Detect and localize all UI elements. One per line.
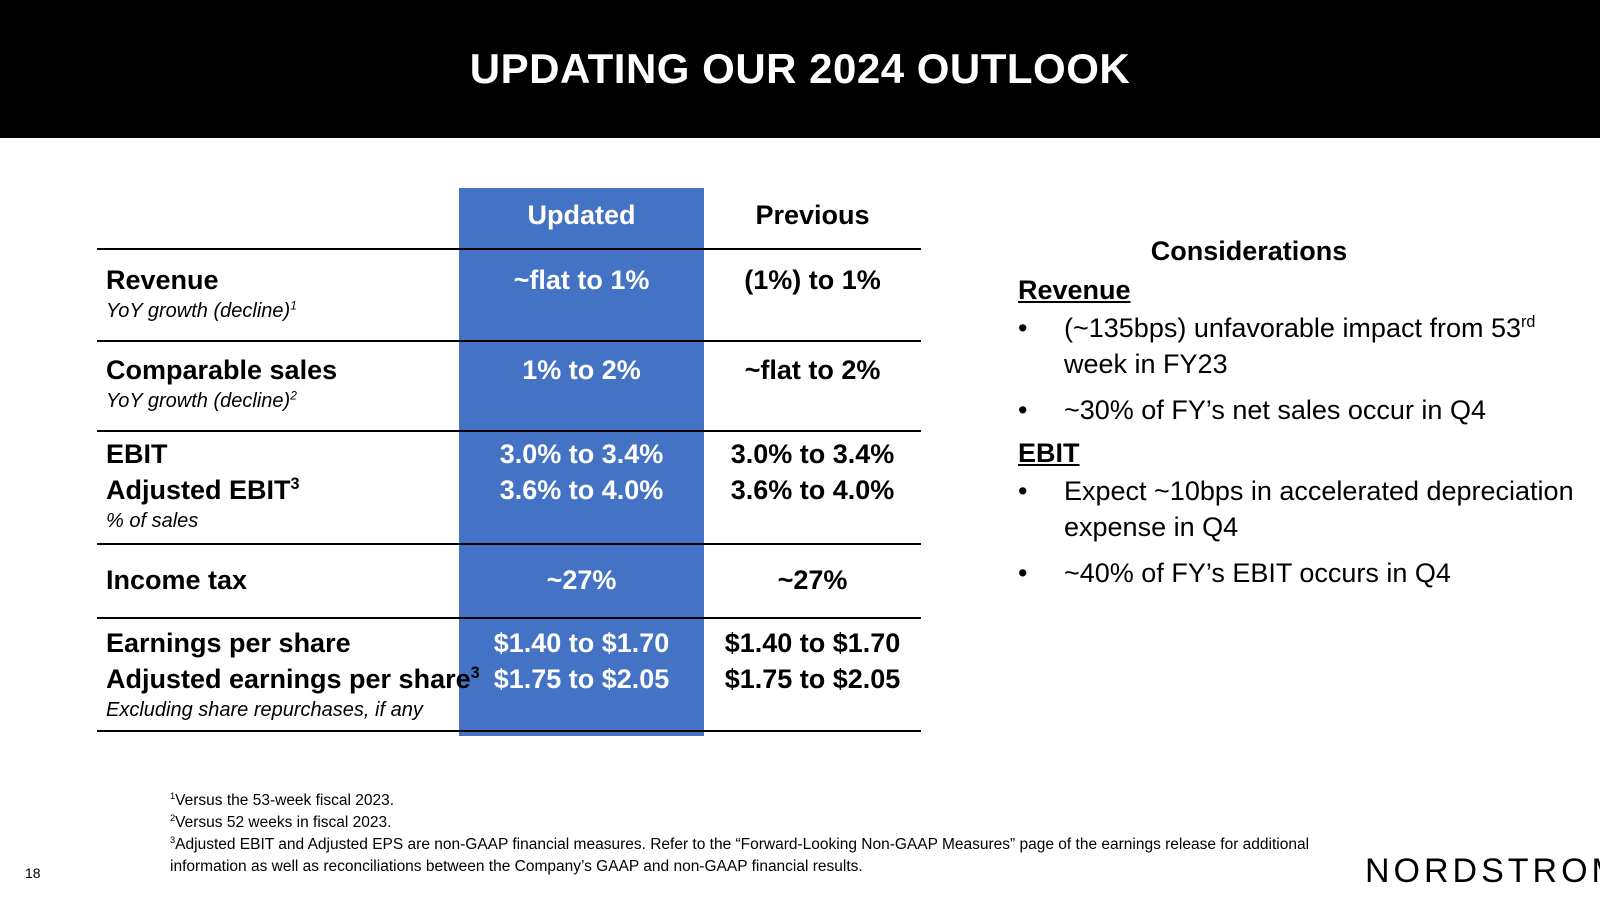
row-title: Revenue	[106, 265, 219, 295]
row-title: Earnings per share	[106, 628, 351, 658]
previous-value: 3.0% to 3.4%	[730, 439, 895, 469]
list-item: • ~40% of FY’s EBIT occurs in Q4	[1018, 555, 1578, 591]
previous-value: ~flat to 2%	[744, 355, 881, 385]
previous-value-2: $1.75 to $2.05	[724, 664, 901, 694]
updated-header: Updated	[527, 200, 636, 230]
revenue-heading: Revenue	[1018, 275, 1131, 305]
row-title-2: Adjusted earnings per share3	[106, 664, 480, 694]
table-header-row: Updated Previous	[97, 188, 921, 250]
row-title: EBIT	[106, 439, 168, 469]
row-label: Comparable sales YoY growth (decline)2	[106, 352, 337, 414]
previous-value: $1.40 to $1.70	[724, 628, 901, 658]
revenue-bullets: • (~135bps) unfavorable impact from 53rd…	[1018, 310, 1578, 428]
updated-value: ~27%	[546, 565, 617, 595]
table-row-income-tax: Income tax ~27% ~27%	[97, 545, 921, 619]
table-row-revenue: Revenue YoY growth (decline)1 ~flat to 1…	[97, 250, 921, 342]
nordstrom-logo: NORDSTROM	[1365, 852, 1600, 890]
previous-value: (1%) to 1%	[744, 265, 881, 295]
table-row-eps: Earnings per share Adjusted earnings per…	[97, 619, 921, 732]
previous-header: Previous	[755, 200, 870, 230]
updated-value: 1% to 2%	[522, 355, 641, 385]
row-label: Earnings per share Adjusted earnings per…	[106, 625, 480, 723]
updated-value: 3.0% to 3.4%	[499, 439, 664, 469]
page-number: 18	[25, 865, 41, 881]
footnotes: 1Versus the 53-week fiscal 2023. 2Versus…	[170, 790, 1310, 878]
bullet-icon: •	[1018, 558, 1028, 588]
footnote: 2Versus 52 weeks in fiscal 2023.	[170, 812, 392, 831]
list-item: • (~135bps) unfavorable impact from 53rd…	[1018, 310, 1578, 382]
considerations-title: Considerations	[1150, 236, 1348, 266]
previous-value-2: 3.6% to 4.0%	[730, 475, 895, 505]
footnote: 3Adjusted EBIT and Adjusted EPS are non-…	[170, 834, 1310, 875]
row-label: EBIT Adjusted EBIT3 % of sales	[106, 436, 300, 534]
considerations-panel: Considerations Revenue • (~135bps) unfav…	[1018, 236, 1578, 601]
row-subtitle: YoY growth (decline)2	[106, 388, 297, 412]
updated-values: 3.0% to 3.4% 3.6% to 4.0%	[459, 436, 704, 508]
row-title: Comparable sales	[106, 355, 338, 385]
row-subtitle: YoY growth (decline)1	[106, 298, 297, 322]
ebit-heading: EBIT	[1018, 438, 1080, 468]
outlook-table: Updated Previous Revenue YoY growth (dec…	[97, 188, 921, 736]
bullet-icon: •	[1018, 313, 1028, 343]
row-subtitle: % of sales	[106, 510, 199, 532]
list-item: • Expect ~10bps in accelerated depreciat…	[1018, 473, 1578, 545]
table-row-comparable-sales: Comparable sales YoY growth (decline)2 1…	[97, 342, 921, 432]
bullet-icon: •	[1018, 476, 1028, 506]
updated-value-2: 3.6% to 4.0%	[499, 475, 664, 505]
row-label: Revenue YoY growth (decline)1	[106, 262, 297, 324]
ebit-bullets: • Expect ~10bps in accelerated depreciat…	[1018, 473, 1578, 591]
previous-value: ~27%	[777, 565, 848, 595]
previous-values: 3.0% to 3.4% 3.6% to 4.0%	[704, 436, 921, 508]
updated-values: $1.40 to $1.70 $1.75 to $2.05	[459, 625, 704, 697]
footnote: 1Versus the 53-week fiscal 2023.	[170, 790, 395, 809]
row-subtitle: Excluding share repurchases, if any	[106, 699, 423, 721]
table-row-ebit: EBIT Adjusted EBIT3 % of sales 3.0% to 3…	[97, 432, 921, 545]
list-item: • ~30% of FY’s net sales occur in Q4	[1018, 392, 1578, 428]
previous-values: $1.40 to $1.70 $1.75 to $2.05	[704, 625, 921, 697]
updated-value: ~flat to 1%	[513, 265, 650, 295]
bullet-icon: •	[1018, 395, 1028, 425]
slide-title: UPDATING OUR 2024 OUTLOOK	[469, 45, 1131, 92]
updated-value: $1.40 to $1.70	[493, 628, 670, 658]
updated-value-2: $1.75 to $2.05	[493, 664, 670, 694]
row-title-2: Adjusted EBIT3	[106, 475, 300, 505]
title-bar: UPDATING OUR 2024 OUTLOOK	[0, 0, 1600, 138]
row-title: Income tax	[106, 565, 248, 595]
updated-column-highlight	[459, 188, 704, 736]
